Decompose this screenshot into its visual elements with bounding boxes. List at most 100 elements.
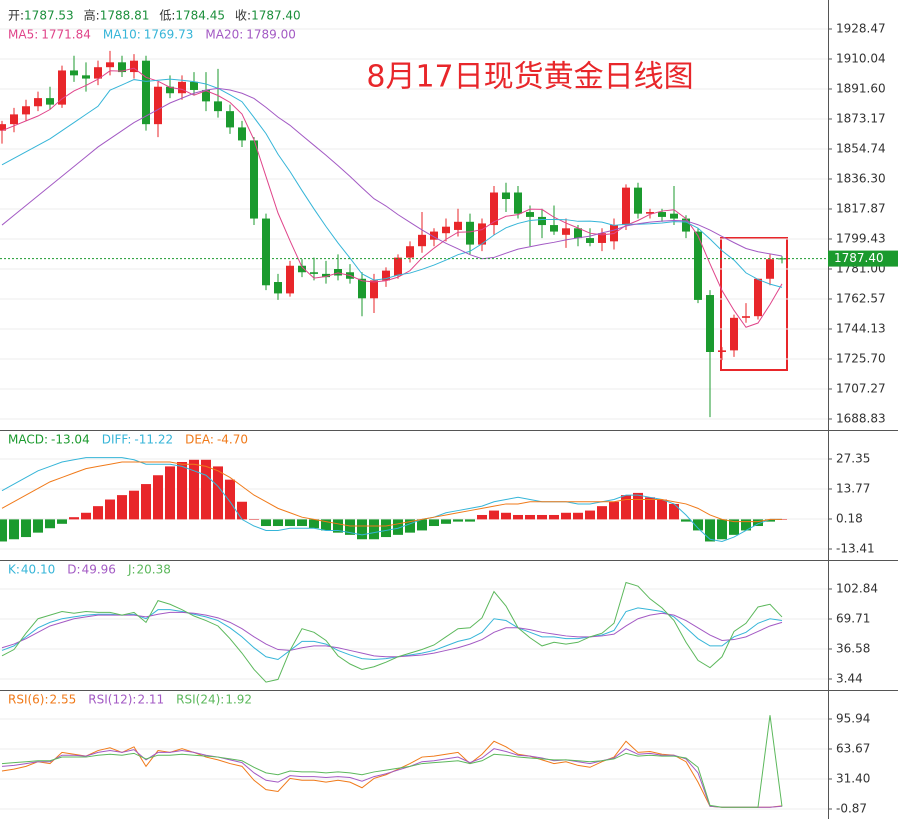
macd-bar [657,499,667,520]
candle-body [130,60,138,73]
candle-body [22,106,30,115]
candle-body [238,127,246,141]
y-tick-label: 1854.74 [836,141,886,155]
candle-body [202,89,210,102]
last-price-label: 1787.40 [834,251,884,265]
legend-value: -4.70 [217,433,248,447]
candle-body [358,278,366,299]
candle-body [46,98,54,105]
macd-bar [141,484,151,520]
candle-body [262,218,270,286]
candle-body [526,212,534,217]
candle-body [670,213,678,219]
macd-bar [93,506,103,520]
candle-body [466,221,474,245]
candle-body [70,70,78,76]
y-tick-label: 1688.83 [836,411,886,425]
candle-body [58,70,66,105]
readout-label: 收: [235,9,251,23]
candle-body [550,225,558,232]
legend-value: 40.10 [21,563,55,577]
readout-label: 高: [84,8,100,23]
candle-body [430,231,438,240]
macd-bar [105,499,115,520]
indicator-line [1,611,783,658]
candle-body [454,221,462,230]
candle-body [106,62,114,68]
candle-body [730,317,738,351]
macd-bar [525,514,535,520]
candle-body [586,238,594,243]
y-tick-label: 1799.43 [836,232,886,246]
macd-bar [453,519,463,522]
legend-name: MA20: [205,28,243,42]
legend-value: 2.55 [50,693,77,707]
candle-body [634,187,642,214]
candle-body [142,60,150,125]
macd-bar [261,519,271,527]
macd-bar [57,519,67,524]
y-tick-label: 36.58 [836,641,870,655]
macd-bar [633,492,643,520]
y-tick-label: 63.67 [836,742,870,756]
y-tick-label: 1836.30 [836,172,886,186]
macd-bar [621,495,631,520]
candle-body [0,124,6,131]
macd-bar [741,519,751,531]
legend-name: RSI(12): [88,693,136,707]
y-tick-label: 69.71 [836,611,870,625]
legend-value: 1.92 [225,693,252,707]
macd-bar [357,519,367,540]
legend-name: D: [67,563,80,577]
candle-body [118,62,126,73]
macd-bar [345,519,355,535]
candle-body [322,273,330,278]
y-tick-label: 95.94 [836,712,870,726]
y-tick-label: 1744.13 [836,322,886,336]
legend-name: RSI(24): [176,693,224,707]
readout-value: 1784.45 [175,9,225,23]
candle-body [274,282,282,294]
candle-body [250,140,258,219]
readout-value: 1787.53 [24,9,74,23]
macd-line [1,461,782,527]
macd-bar [513,514,523,520]
macd-bar [729,519,739,535]
legend-name: DEA: [185,433,214,447]
y-tick-label: 31.40 [836,771,870,785]
candle-body [394,257,402,276]
candle-body [406,246,414,258]
macd-bar [549,514,559,520]
readout-label: 低: [159,9,175,23]
macd-bar [333,519,343,533]
candle-body [310,272,318,274]
macd-bar [753,519,763,527]
macd-line [1,457,782,542]
macd-bar [81,512,91,520]
y-tick-label: 1910.04 [836,51,886,65]
candle-body [706,295,714,352]
candle-body [490,192,498,226]
candle-body [382,270,390,281]
macd-bar [765,519,775,522]
macd-bar [273,519,283,527]
candle-body [682,218,690,232]
macd-bar [465,519,475,522]
macd-bar [369,519,379,540]
candle-body [82,75,90,79]
macd-bar [477,514,487,520]
candle-body [190,81,198,90]
macd-bar [609,501,619,520]
legend-name: RSI(6): [8,693,49,707]
candle-body [742,316,750,318]
y-tick-label: 1928.47 [836,22,886,36]
y-tick-label: -0.87 [836,801,867,815]
macd-bar [585,510,595,520]
macd-bar [645,497,655,520]
y-tick-label: 1762.57 [836,291,886,305]
legend-name: DIFF: [102,433,132,447]
legend-name: MA5: [8,28,38,42]
macd-bar [189,459,199,520]
